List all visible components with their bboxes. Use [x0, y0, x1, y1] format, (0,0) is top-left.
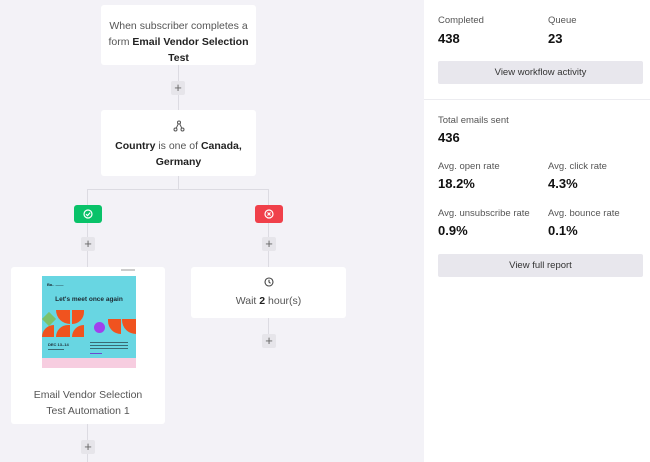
add-step-button-after-wait[interactable]: + [262, 334, 276, 348]
bounce-rate-value: 0.1% [548, 223, 578, 238]
queue-value: 23 [548, 31, 563, 46]
connector [87, 189, 88, 267]
connector [268, 189, 269, 267]
email-thumbnail[interactable]: Ba.. —— Let's meet once again DEC 13–14 [41, 276, 136, 376]
shape-quarter [72, 325, 84, 337]
stats-panel: Completed 438 Queue 23 View workflow act… [424, 0, 650, 462]
completed-value: 438 [438, 31, 460, 46]
branch-no-badge[interactable] [255, 205, 283, 223]
total-emails-value: 436 [438, 130, 460, 145]
branch-icon [101, 120, 256, 134]
thumbnail-headline: Let's meet once again [55, 296, 123, 303]
condition-values: Canada, Germany [155, 140, 242, 168]
total-emails-label: Total emails sent [438, 115, 509, 126]
wait-node[interactable]: Wait 2 hour(s) [191, 267, 346, 318]
thumbnail-date: DEC 13–14 [48, 342, 69, 347]
completed-label: Completed [438, 15, 484, 26]
thumbnail-text-line [90, 342, 128, 343]
thumbnail-footer [42, 358, 136, 368]
thumbnail-text-line [48, 349, 64, 350]
shape-quarter [56, 325, 70, 337]
connector [178, 176, 179, 190]
open-rate-value: 18.2% [438, 176, 475, 191]
view-full-report-button[interactable]: View full report [438, 254, 643, 277]
bounce-rate-label: Avg. bounce rate [548, 208, 620, 219]
thumbnail-link [90, 353, 102, 354]
shape-circle [94, 322, 105, 333]
click-rate-value: 4.3% [548, 176, 578, 191]
panel-divider [424, 99, 650, 100]
shape-quarter [42, 325, 54, 337]
unsubscribe-rate-value: 0.9% [438, 223, 468, 238]
connector [87, 189, 269, 190]
thumbnail-tag [121, 269, 135, 271]
click-rate-label: Avg. click rate [548, 161, 607, 172]
add-step-button-no[interactable]: + [262, 237, 276, 251]
view-workflow-activity-button[interactable]: View workflow activity [438, 61, 643, 84]
condition-node[interactable]: Country is one of Canada, Germany [101, 110, 256, 176]
add-step-button[interactable]: + [171, 81, 185, 95]
wait-suffix: hour(s) [265, 295, 302, 307]
branch-yes-badge[interactable] [74, 205, 102, 223]
email-name: Email Vendor Selection Test Automation 1 [33, 389, 143, 417]
queue-label: Queue [548, 15, 577, 26]
unsubscribe-rate-label: Avg. unsubscribe rate [438, 208, 530, 219]
check-circle-icon [83, 209, 93, 219]
workflow-canvas[interactable]: When subscriber completes a form Email V… [0, 0, 424, 462]
thumbnail-text-line [90, 345, 128, 346]
wait-amount: 2 [259, 295, 266, 307]
condition-field: Country [115, 140, 156, 152]
trigger-node[interactable]: When subscriber completes a form Email V… [101, 5, 256, 65]
thumbnail-text-line [90, 348, 128, 349]
wait-prefix: Wait [235, 295, 260, 307]
x-circle-icon [264, 209, 274, 219]
shape-quarter [108, 319, 121, 334]
add-step-button-yes[interactable]: + [81, 237, 95, 251]
trigger-form-name: Email Vendor Selection Test [132, 36, 249, 64]
trigger-text: When subscriber completes a form [108, 20, 248, 48]
add-step-button-after-email[interactable]: + [81, 440, 95, 454]
clock-icon [191, 277, 346, 289]
thumbnail-logo: Ba.. —— [47, 282, 64, 287]
open-rate-label: Avg. open rate [438, 161, 500, 172]
condition-operator: is one of [155, 140, 201, 152]
connector [268, 318, 269, 348]
shape-quarter [122, 319, 136, 334]
